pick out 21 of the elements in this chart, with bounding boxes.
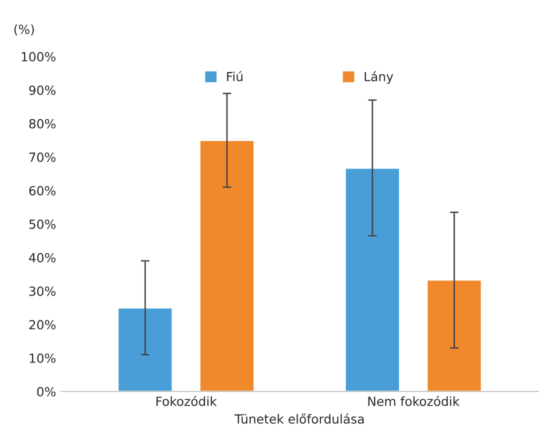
- y-tick-label: 60%: [29, 186, 56, 196]
- bar: [199, 140, 255, 392]
- legend-label: Lány: [364, 71, 394, 84]
- y-tick-label: 80%: [29, 119, 56, 128]
- y-tick-label: 90%: [29, 86, 56, 95]
- y-axis-title: (%): [14, 24, 34, 36]
- y-tick-label: 100%: [22, 52, 56, 62]
- x-tick-label: Nem fokozódik: [368, 396, 460, 406]
- bar: [117, 307, 174, 392]
- legend-label: Fiú: [227, 71, 242, 82]
- y-tick-label: 0%: [37, 386, 56, 396]
- y-tick-label: 20%: [29, 320, 56, 330]
- y-tick-label: 10%: [30, 353, 56, 363]
- x-tick-label: Fokozódik: [156, 396, 217, 406]
- bar: [426, 279, 482, 392]
- y-tick-label: 50%: [29, 219, 56, 229]
- x-axis-title: Tünetek előfordulása: [234, 414, 364, 424]
- y-tick-label: 40%: [29, 252, 56, 262]
- bar: [344, 167, 400, 392]
- y-tick-label: 70%: [29, 152, 56, 162]
- y-tick-label: 30%: [29, 286, 56, 296]
